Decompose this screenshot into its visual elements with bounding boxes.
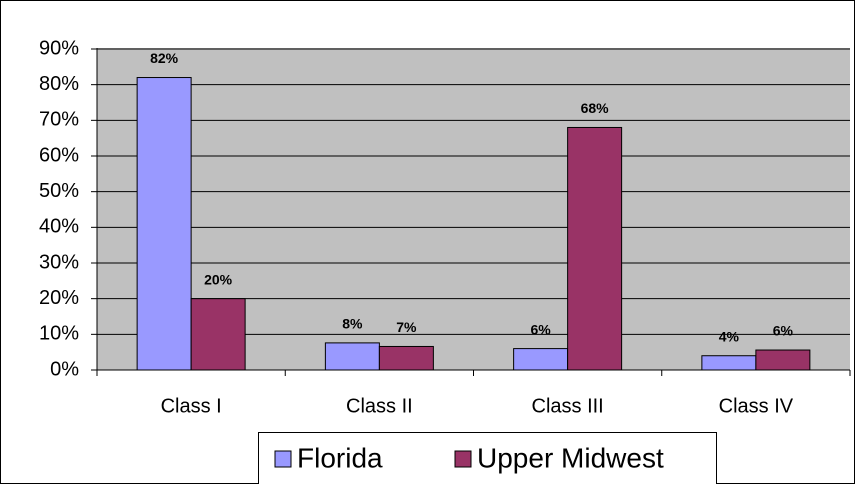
- data-label: 82%: [150, 50, 179, 66]
- data-label: 8%: [342, 316, 363, 332]
- x-tick-label: Class III: [532, 395, 604, 417]
- bar: [567, 126, 623, 371]
- y-tick-label: 60%: [39, 144, 79, 166]
- data-label: 68%: [581, 100, 610, 116]
- bar: [190, 298, 246, 371]
- x-tick-label: Class I: [161, 395, 222, 417]
- y-tick-label: 70%: [39, 109, 79, 131]
- legend-label: Florida: [297, 442, 383, 473]
- y-tick-label: 20%: [39, 287, 79, 309]
- legend-label: Upper Midwest: [477, 442, 664, 473]
- bar: [136, 77, 192, 371]
- bar: [701, 355, 757, 371]
- y-tick-label: 80%: [39, 73, 79, 95]
- bar: [755, 349, 811, 371]
- data-label: 4%: [719, 328, 740, 344]
- data-label: 20%: [204, 271, 233, 287]
- y-tick-label: 10%: [39, 323, 79, 345]
- bar: [513, 348, 569, 371]
- x-tick-label: Class II: [346, 395, 413, 417]
- y-tick-label: 30%: [39, 251, 79, 273]
- bar: [378, 345, 434, 371]
- legend: [258, 432, 717, 484]
- y-tick-label: 40%: [39, 216, 79, 238]
- y-tick-label: 90%: [39, 37, 79, 59]
- legend-swatch: [274, 450, 292, 468]
- y-tick-label: 0%: [50, 358, 79, 380]
- data-label: 6%: [773, 323, 794, 339]
- legend-swatch: [454, 450, 472, 468]
- data-label: 6%: [531, 321, 552, 337]
- x-tick-label: Class IV: [719, 395, 794, 417]
- bar: [324, 342, 380, 371]
- data-label: 7%: [396, 319, 417, 335]
- y-tick-label: 50%: [39, 180, 79, 202]
